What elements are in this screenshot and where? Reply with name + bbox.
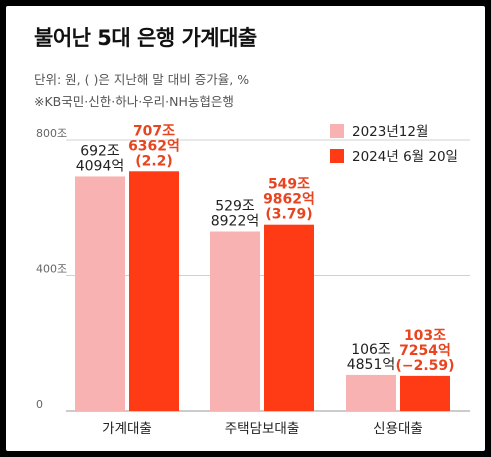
data-label: 549조 <box>268 177 310 193</box>
legend-label: 2023년12월 <box>352 124 428 140</box>
y-tick-label: 400조 <box>36 263 67 276</box>
bar <box>400 375 450 411</box>
data-label: 106조 <box>351 342 391 358</box>
legend-label: 2024년 6월 20일 <box>352 149 458 165</box>
y-tick-label: 0 <box>36 398 43 411</box>
data-label: 103조 <box>404 328 446 344</box>
bar <box>129 171 179 411</box>
data-label: (−2.59) <box>395 358 454 374</box>
chart-title: 불어난 5대 은행 가계대출 <box>34 26 257 50</box>
chart-subtitle: 단위: 원, ( )은 지난해 말 대비 증가율, % <box>34 72 250 87</box>
legend-swatch <box>330 124 344 138</box>
legend-swatch <box>330 149 344 163</box>
data-label: 529조 <box>215 198 255 214</box>
data-label: 692조 <box>80 143 120 159</box>
category-label: 가계대출 <box>102 421 152 437</box>
data-label: (3.79) <box>265 207 312 223</box>
chart-note: ※KB국민·신한·하나·우리·NH농협은행 <box>34 94 234 109</box>
bar <box>75 176 125 411</box>
category-label: 주택담보대출 <box>225 421 300 437</box>
data-label: 8922억 <box>211 213 260 229</box>
bar <box>346 374 396 411</box>
data-label: 9862억 <box>263 192 315 208</box>
bar <box>264 224 314 411</box>
data-label: 707조 <box>133 123 175 139</box>
data-label: (2.2) <box>135 153 173 169</box>
data-label: 6362억 <box>128 138 180 154</box>
y-tick-label: 800조 <box>36 127 67 140</box>
data-label: 4851억 <box>347 357 396 373</box>
data-label: 7254억 <box>399 343 451 359</box>
bar <box>210 231 260 411</box>
data-label: 4094억 <box>76 158 125 174</box>
category-label: 신용대출 <box>373 421 423 437</box>
